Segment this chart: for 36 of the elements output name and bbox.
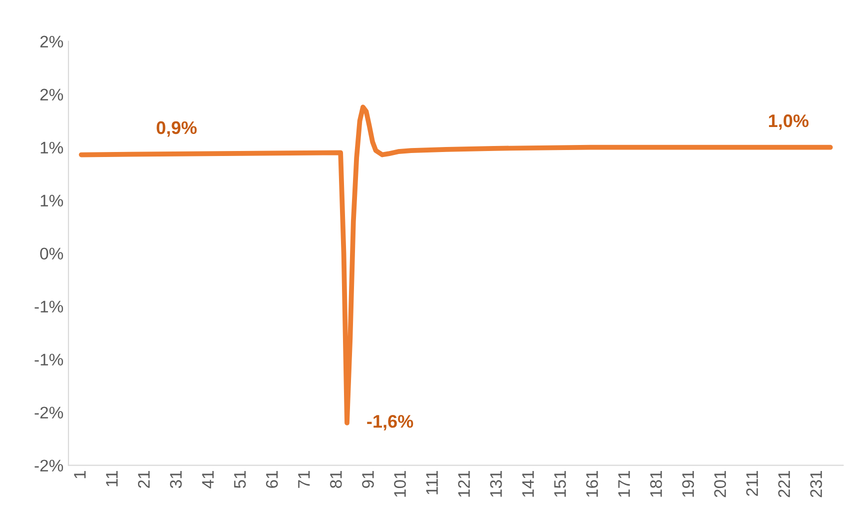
x-tick-label: 81: [330, 470, 342, 488]
x-tick-label: 201: [714, 470, 726, 498]
y-tick-label: 1%: [40, 142, 64, 154]
annotation: 0,9%: [156, 121, 197, 137]
x-tick-label: 171: [618, 470, 630, 497]
y-tick-label: -2%: [34, 406, 64, 418]
x-tick-label: 41: [202, 470, 214, 488]
x-tick-label: 11: [106, 470, 118, 486]
y-tick-label: -1%: [34, 354, 64, 366]
x-tick-label: 91: [362, 470, 374, 488]
x-tick-label: 51: [234, 470, 246, 488]
x-tick-label: 31: [170, 470, 182, 488]
x-tick-label: 131: [490, 470, 502, 497]
y-tick-label: -2%: [34, 460, 64, 472]
annotation: -1,6%: [367, 414, 414, 430]
x-tick-label: 71: [298, 470, 310, 488]
x-tick-label: 211: [746, 470, 758, 496]
y-tick-label: -1%: [34, 300, 64, 312]
annotation: 1,0%: [768, 114, 809, 130]
x-tick-label: 121: [458, 470, 470, 497]
y-tick-label: 0%: [40, 248, 64, 260]
x-tick-label: 161: [586, 470, 598, 497]
y-tick-label: 2%: [40, 88, 64, 100]
x-tick-label: 61: [266, 470, 278, 488]
x-tick-label: 111: [426, 470, 438, 494]
y-tick-label: 1%: [40, 194, 64, 206]
x-tick-label: 221: [778, 470, 790, 498]
x-tick-label: 151: [554, 470, 566, 497]
x-tick-label: 1: [74, 470, 86, 478]
x-tick-label: 231: [810, 470, 822, 498]
x-tick-label: 101: [394, 470, 406, 497]
x-tick-label: 21: [138, 470, 150, 488]
x-tick-label: 191: [682, 470, 694, 497]
x-tick-label: 181: [650, 470, 662, 497]
x-tick-label: 141: [522, 470, 534, 497]
y-tick-label: 2%: [40, 36, 64, 48]
